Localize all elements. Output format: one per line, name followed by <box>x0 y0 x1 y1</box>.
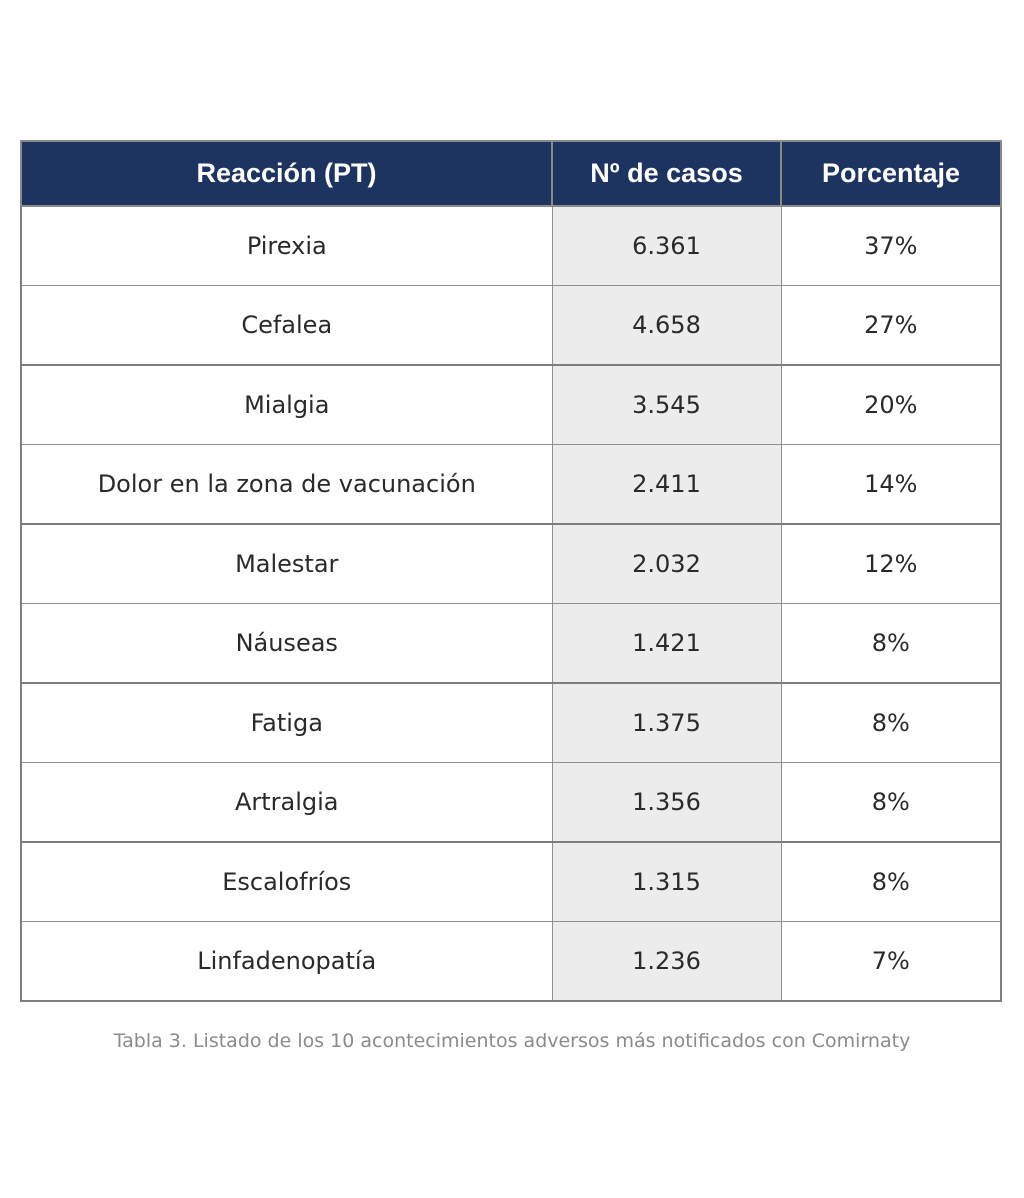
cell-cases: 1.356 <box>551 762 782 843</box>
cell-cases: 1.315 <box>551 841 782 922</box>
cell-percent: 27% <box>780 285 1002 366</box>
table-caption: Tabla 3. Listado de los 10 acontecimient… <box>113 1030 911 1052</box>
cell-cases: 6.361 <box>551 205 782 286</box>
cell-reaction: Malestar <box>20 523 553 604</box>
cell-percent: 37% <box>780 205 1002 286</box>
cell-percent: 12% <box>780 523 1002 604</box>
cell-reaction: Fatiga <box>20 682 553 763</box>
table-row: Linfadenopatía 1.236 7% <box>20 921 1002 1002</box>
cell-reaction: Escalofríos <box>20 841 553 922</box>
cell-reaction: Náuseas <box>20 603 553 684</box>
cell-reaction: Pirexia <box>20 205 553 286</box>
cell-reaction: Mialgia <box>20 364 553 445</box>
cell-reaction: Artralgia <box>20 762 553 843</box>
cell-cases: 3.545 <box>551 364 782 445</box>
table-row: Dolor en la zona de vacunación 2.411 14% <box>20 444 1002 525</box>
cell-percent: 8% <box>780 762 1002 843</box>
cell-cases: 1.421 <box>551 603 782 684</box>
cell-percent: 8% <box>780 682 1002 763</box>
cell-percent: 8% <box>780 841 1002 922</box>
cell-cases: 2.032 <box>551 523 782 604</box>
header-cases: Nº de casos <box>551 140 782 207</box>
table-header-row: Reacción (PT) Nº de casos Porcentaje <box>20 140 1002 207</box>
table-row: Pirexia 6.361 37% <box>20 205 1002 286</box>
header-percent: Porcentaje <box>780 140 1002 207</box>
cell-cases: 1.236 <box>551 921 782 1002</box>
cell-cases: 2.411 <box>551 444 782 525</box>
adverse-events-table-container: Reacción (PT) Nº de casos Porcentaje Pir… <box>20 140 1002 1002</box>
adverse-events-table: Reacción (PT) Nº de casos Porcentaje Pir… <box>20 140 1002 1002</box>
cell-cases: 1.375 <box>551 682 782 763</box>
table-row: Escalofríos 1.315 8% <box>20 841 1002 922</box>
cell-reaction: Dolor en la zona de vacunación <box>20 444 553 525</box>
table-row: Náuseas 1.421 8% <box>20 603 1002 684</box>
cell-percent: 7% <box>780 921 1002 1002</box>
cell-percent: 14% <box>780 444 1002 525</box>
cell-reaction: Linfadenopatía <box>20 921 553 1002</box>
cell-percent: 8% <box>780 603 1002 684</box>
cell-cases: 4.658 <box>551 285 782 366</box>
table-row: Malestar 2.032 12% <box>20 523 1002 604</box>
header-reaction: Reacción (PT) <box>20 140 553 207</box>
cell-percent: 20% <box>780 364 1002 445</box>
table-row: Fatiga 1.375 8% <box>20 682 1002 763</box>
table-row: Artralgia 1.356 8% <box>20 762 1002 843</box>
table-row: Mialgia 3.545 20% <box>20 364 1002 445</box>
cell-reaction: Cefalea <box>20 285 553 366</box>
table-row: Cefalea 4.658 27% <box>20 285 1002 366</box>
